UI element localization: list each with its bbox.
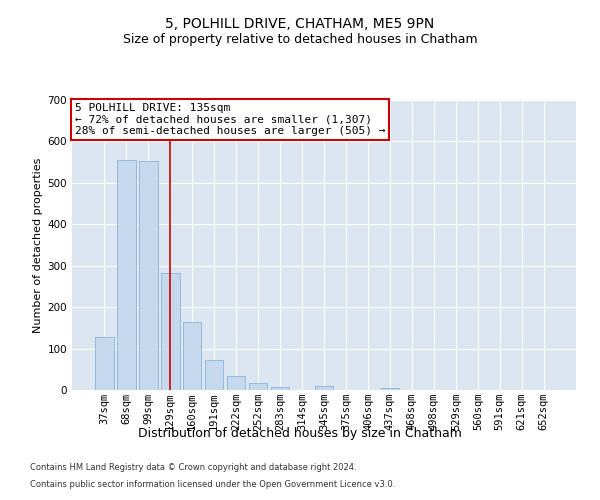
Bar — [139, 161, 158, 390]
Bar — [161, 273, 179, 390]
Bar — [271, 386, 289, 390]
Text: Contains HM Land Registry data © Crown copyright and database right 2024.: Contains HM Land Registry data © Crown c… — [30, 464, 356, 472]
Text: Contains public sector information licensed under the Open Government Licence v3: Contains public sector information licen… — [30, 480, 395, 489]
Bar — [380, 388, 399, 390]
Text: 5 POLHILL DRIVE: 135sqm
← 72% of detached houses are smaller (1,307)
28% of semi: 5 POLHILL DRIVE: 135sqm ← 72% of detache… — [74, 103, 385, 136]
Text: Size of property relative to detached houses in Chatham: Size of property relative to detached ho… — [122, 32, 478, 46]
Bar — [95, 337, 113, 390]
Bar — [227, 376, 245, 390]
Bar — [314, 386, 334, 390]
Bar — [117, 160, 136, 390]
Text: Distribution of detached houses by size in Chatham: Distribution of detached houses by size … — [138, 428, 462, 440]
Y-axis label: Number of detached properties: Number of detached properties — [34, 158, 43, 332]
Bar — [183, 322, 202, 390]
Bar — [249, 382, 268, 390]
Bar — [205, 360, 223, 390]
Text: 5, POLHILL DRIVE, CHATHAM, ME5 9PN: 5, POLHILL DRIVE, CHATHAM, ME5 9PN — [166, 18, 434, 32]
